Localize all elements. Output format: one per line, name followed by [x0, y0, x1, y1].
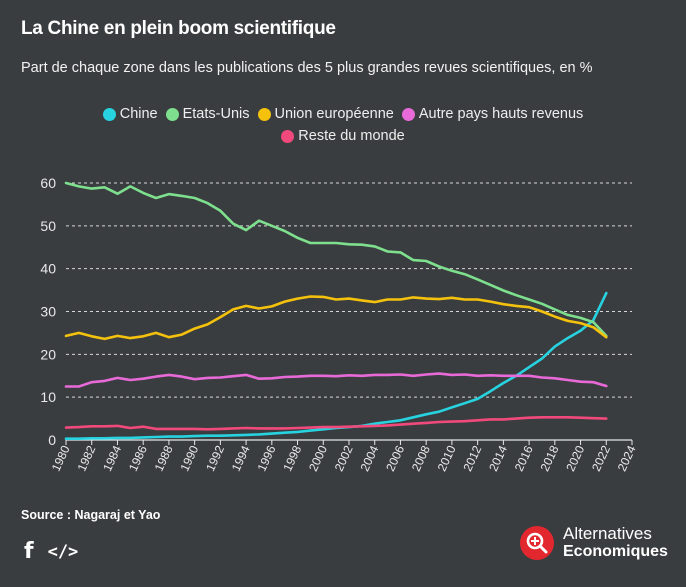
x-tick-label: 1998	[280, 443, 304, 473]
x-tick-label: 1986	[126, 443, 150, 473]
legend-item-autre-pays-hauts-revenus[interactable]: Autre pays hauts revenus	[401, 106, 584, 122]
legend-row-2: Reste du monde	[0, 125, 686, 147]
x-tick-label: 2000	[306, 443, 330, 473]
x-tick-label: 2004	[357, 443, 381, 473]
x-tick-label: 2008	[409, 443, 433, 473]
x-tick-label: 1988	[152, 443, 176, 473]
facebook-icon[interactable]: f	[24, 539, 34, 564]
series-line-autre-pays-hauts-revenus	[64, 372, 608, 388]
share-bar: f </>	[24, 541, 78, 563]
legend: Chine Etats-Unis Union européenne Autre …	[0, 103, 686, 147]
legend-item-chine[interactable]: Chine	[102, 106, 158, 122]
x-tick-label: 2022	[589, 443, 613, 473]
legend-item-etats-unis[interactable]: Etats-Unis	[165, 106, 250, 122]
x-tick-label: 1984	[100, 443, 124, 473]
legend-item-union-europeenne[interactable]: Union européenne	[257, 106, 394, 122]
x-tick-label: 1996	[255, 443, 279, 473]
series-line-etats-unis	[64, 181, 608, 338]
brand-name-line1: Alternatives	[563, 524, 652, 543]
brand-name-line2: Economiques	[563, 543, 668, 560]
y-tick-label: 40	[40, 261, 56, 277]
legend-label: Autre pays hauts revenus	[418, 106, 584, 122]
series-line-reste-du-monde	[64, 415, 608, 431]
x-tick-label: 1990	[177, 443, 201, 473]
chart-subtitle: Part de chaque zone dans les publication…	[21, 60, 593, 76]
x-tick-label: 2012	[460, 443, 484, 473]
chart-title: La Chine en plein boom scientifique	[21, 18, 336, 39]
x-tick-label: 2006	[383, 443, 407, 473]
legend-label: Reste du monde	[298, 128, 405, 144]
legend-label: Chine	[119, 106, 158, 122]
y-tick-label: 10	[40, 389, 56, 405]
x-tick-label: 2002	[332, 443, 356, 473]
x-tick-label: 1992	[203, 443, 227, 473]
y-tick-label: 50	[40, 218, 56, 234]
x-tick-label: 2020	[563, 443, 587, 473]
legend-label: Etats-Unis	[182, 106, 250, 122]
legend-swatch	[257, 107, 271, 121]
y-tick-label: 0	[48, 432, 56, 448]
x-tick-label: 2014	[486, 443, 510, 473]
legend-swatch	[401, 107, 415, 121]
x-tick-label: 2018	[538, 443, 562, 473]
legend-swatch	[281, 129, 295, 143]
x-tick-label: 1994	[229, 443, 253, 473]
x-tick-label: 1982	[74, 443, 98, 473]
legend-label: Union européenne	[274, 106, 394, 122]
brand-logo-block[interactable]: Alternatives Economiques	[520, 525, 668, 561]
x-tick-label: 2024	[615, 443, 639, 473]
source-note: Source : Nagaraj et Yao	[21, 508, 161, 522]
legend-swatch	[165, 107, 179, 121]
embed-code-icon[interactable]: </>	[47, 542, 79, 562]
magnifier-logo-icon	[520, 526, 554, 560]
series-line-union-europeenne	[64, 295, 608, 341]
x-tick-label: 2016	[512, 443, 536, 473]
y-tick-label: 30	[40, 304, 56, 320]
legend-swatch	[102, 107, 116, 121]
x-tick-label: 2010	[435, 443, 459, 473]
y-tick-label: 20	[40, 346, 56, 362]
y-tick-label: 60	[40, 175, 56, 191]
legend-row-1: Chine Etats-Unis Union européenne Autre …	[0, 103, 686, 125]
legend-item-reste-du-monde[interactable]: Reste du monde	[281, 128, 405, 144]
